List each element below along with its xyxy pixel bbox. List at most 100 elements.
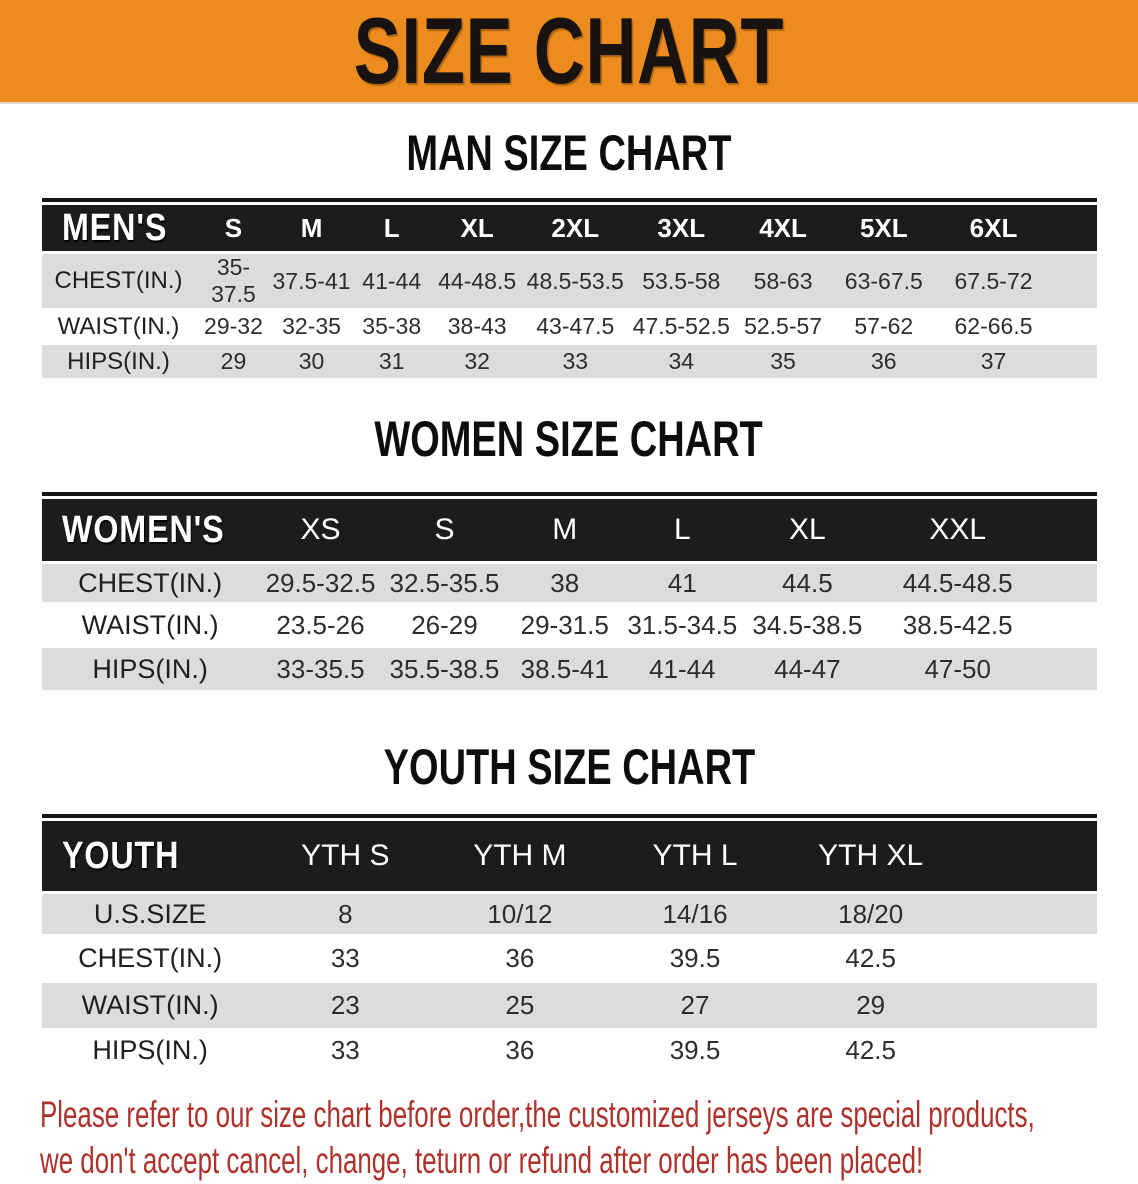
value-cell: 29 <box>782 983 959 1030</box>
value-cell: 34 <box>628 345 735 380</box>
value-cell: 38.5-42.5 <box>873 604 1043 648</box>
value-cell: 23 <box>258 983 433 1030</box>
value-cell: 27 <box>607 983 783 1030</box>
column-header: 5XL <box>832 205 936 254</box>
value-cell: 33 <box>258 1030 433 1072</box>
value-cell: 57-62 <box>832 310 936 345</box>
value-cell: 43-47.5 <box>521 310 629 345</box>
row-label: WAIST(IN.) <box>42 983 259 1030</box>
man-chart-heading: MAN SIZE CHART <box>0 126 1138 190</box>
value-cell: 35-37.5 <box>194 254 272 310</box>
value-cell: 42.5 <box>782 1030 959 1072</box>
column-header: XL <box>741 499 874 564</box>
column-header: L <box>351 205 433 254</box>
value-cell: 34.5-38.5 <box>741 604 874 648</box>
value-cell: 42.5 <box>782 936 959 983</box>
column-header: 4XL <box>734 205 833 254</box>
value-cell: 47-50 <box>873 648 1043 692</box>
value-cell: 18/20 <box>782 894 959 936</box>
value-cell: 41-44 <box>623 648 742 692</box>
row-label: HIPS(IN.) <box>42 648 259 692</box>
youth-chart-heading: YOUTH SIZE CHART <box>0 740 1138 804</box>
table-top-rule <box>42 492 1097 496</box>
value-cell: 38 <box>506 564 624 604</box>
value-cell: 53.5-58 <box>628 254 735 310</box>
column-header: S <box>382 499 507 564</box>
table-title: WOMEN'S <box>42 499 259 564</box>
table-row: CHEST(IN.) 33 36 39.5 42.5 <box>42 936 1097 983</box>
column-header: S <box>194 205 272 254</box>
value-cell: 41-44 <box>351 254 433 310</box>
filler-cell <box>1042 604 1097 648</box>
column-header: 6XL <box>935 205 1052 254</box>
women-chart-heading: WOMEN SIZE CHART <box>0 412 1138 476</box>
value-cell: 44.5 <box>741 564 874 604</box>
table-row: HIPS(IN.) 33-35.5 35.5-38.5 38.5-41 41-44 44-… <box>42 648 1097 692</box>
table-title-text: MEN'S <box>62 206 168 249</box>
column-header: L <box>623 499 742 564</box>
value-cell: 29-31.5 <box>506 604 624 648</box>
disclaimer: Please refer to our size chart before or… <box>40 1092 1138 1184</box>
row-label: HIPS(IN.) <box>42 345 195 380</box>
women-chart-heading-text: WOMEN SIZE CHART <box>374 411 764 467</box>
table-title: MEN'S <box>42 205 195 254</box>
value-cell: 32 <box>432 345 522 380</box>
value-cell: 33 <box>258 936 433 983</box>
row-label: WAIST(IN.) <box>42 604 259 648</box>
table-row: U.S.SIZE 8 10/12 14/16 18/20 <box>42 894 1097 936</box>
row-label: CHEST(IN.) <box>42 564 259 604</box>
filler-cell <box>958 936 1097 983</box>
table-row: WAIST(IN.) 23.5-26 26-29 29-31.5 31.5-34.5 34… <box>42 604 1097 648</box>
value-cell: 31 <box>351 345 433 380</box>
table-title-text: YOUTH <box>62 834 180 877</box>
table-title: YOUTH <box>42 821 259 894</box>
youth-chart-heading-text: YOUTH SIZE CHART <box>383 739 755 795</box>
men-size-table-wrap: MEN'S S M L XL 2XL 3XL 4XL 5XL 6XL CHEST(IN.) 35-37… <box>42 198 1097 380</box>
value-cell: 48.5-53.5 <box>521 254 629 310</box>
column-header: YTH XL <box>782 821 959 894</box>
value-cell: 26-29 <box>382 604 507 648</box>
value-cell: 33-35.5 <box>258 648 383 692</box>
header-row: MEN'S S M L XL 2XL 3XL 4XL 5XL 6XL <box>42 205 1097 254</box>
value-cell: 31.5-34.5 <box>623 604 742 648</box>
value-cell: 36 <box>832 345 936 380</box>
table-row: HIPS(IN.) 33 36 39.5 42.5 <box>42 1030 1097 1072</box>
row-label: HIPS(IN.) <box>42 1030 259 1072</box>
banner-title: SIZE CHART <box>353 0 785 103</box>
value-cell: 35.5-38.5 <box>382 648 507 692</box>
column-header: XXL <box>873 499 1043 564</box>
table-top-rule <box>42 198 1097 202</box>
column-header: XS <box>258 499 383 564</box>
column-header: XL <box>432 205 522 254</box>
row-label: U.S.SIZE <box>42 894 259 936</box>
value-cell: 29 <box>194 345 272 380</box>
value-cell: 29.5-32.5 <box>258 564 383 604</box>
column-header: YTH S <box>258 821 433 894</box>
row-label: WAIST(IN.) <box>42 310 195 345</box>
column-header: M <box>506 499 624 564</box>
value-cell: 37 <box>935 345 1052 380</box>
value-cell: 32-35 <box>271 310 352 345</box>
table-row: WAIST(IN.) 23 25 27 29 <box>42 983 1097 1030</box>
filler-cell <box>1042 564 1097 604</box>
disclaimer-line-2: we don't accept cancel, change, teturn o… <box>40 1140 924 1181</box>
value-cell: 62-66.5 <box>935 310 1052 345</box>
value-cell: 44-47 <box>741 648 874 692</box>
value-cell: 47.5-52.5 <box>628 310 735 345</box>
youth-size-table-wrap: YOUTH YTH S YTH M YTH L YTH XL U.S.SIZE 8 10/12… <box>42 814 1097 1072</box>
filler-cell <box>1051 254 1097 310</box>
value-cell: 30 <box>271 345 352 380</box>
header-row: YOUTH YTH S YTH M YTH L YTH XL <box>42 821 1097 894</box>
value-cell: 29-32 <box>194 310 272 345</box>
value-cell: 67.5-72 <box>935 254 1052 310</box>
table-row: CHEST(IN.) 29.5-32.5 32.5-35.5 38 41 44.5 44.5… <box>42 564 1097 604</box>
value-cell: 63-67.5 <box>832 254 936 310</box>
table-title-text: WOMEN'S <box>62 508 225 551</box>
value-cell: 35 <box>734 345 833 380</box>
value-cell: 37.5-41 <box>271 254 352 310</box>
value-cell: 36 <box>432 1030 608 1072</box>
filler-cell <box>958 821 1097 894</box>
value-cell: 44-48.5 <box>432 254 522 310</box>
table-top-rule <box>42 814 1097 818</box>
